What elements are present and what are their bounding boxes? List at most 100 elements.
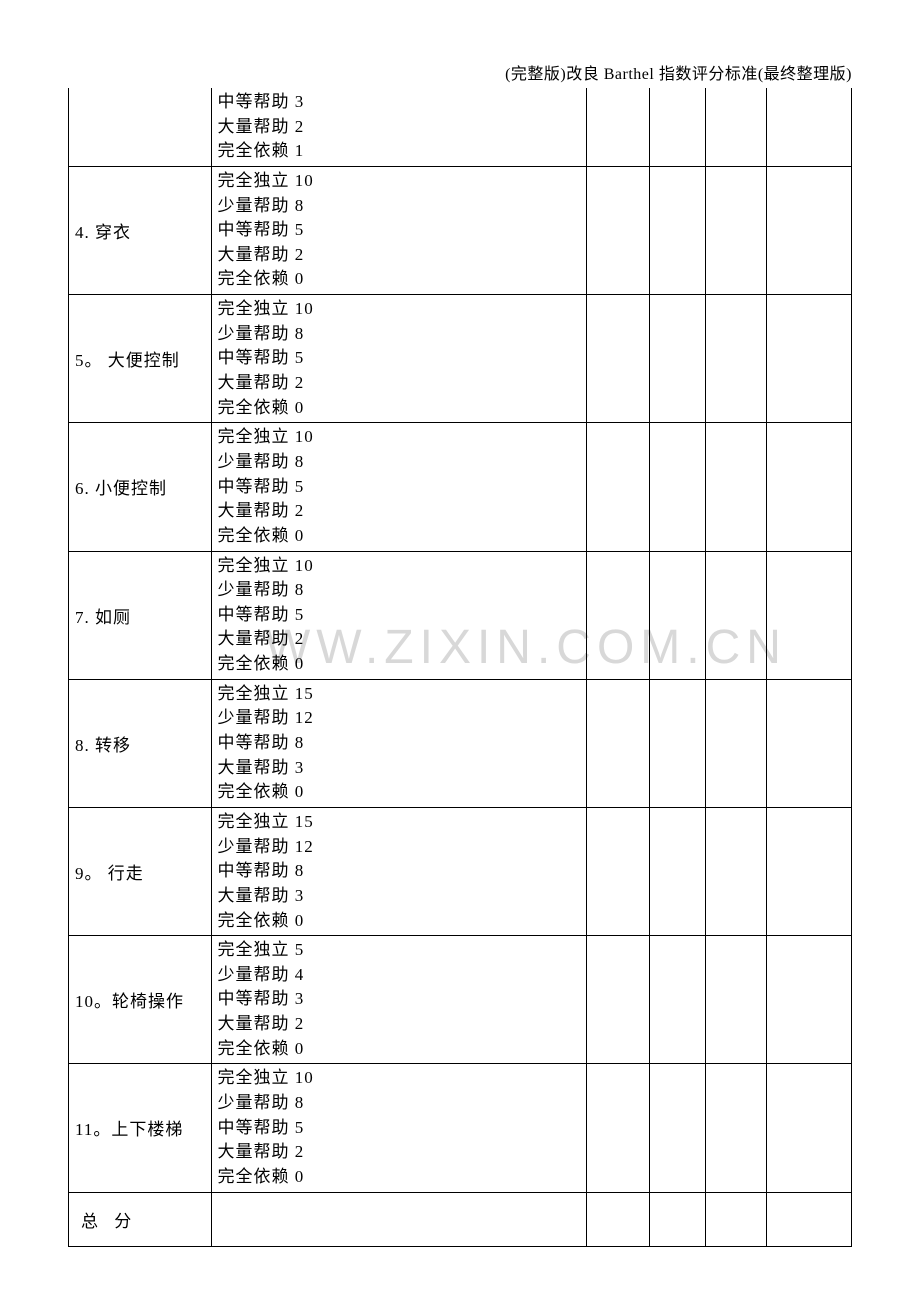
score-line: 完全独立 10	[218, 297, 580, 322]
score-line: 完全依赖 0	[218, 1037, 580, 1062]
score-line: 大量帮助 2	[218, 1012, 580, 1037]
score-line: 完全依赖 0	[218, 780, 580, 805]
score-cell	[766, 295, 851, 423]
table-row: 6. 小便控制 完全独立 10 少量帮助 8 中等帮助 5 大量帮助 2 完全依…	[69, 423, 852, 551]
row-label: 10。轮椅操作	[69, 936, 212, 1064]
score-cell	[650, 807, 706, 935]
score-line: 中等帮助 5	[218, 475, 580, 500]
score-line: 少量帮助 4	[218, 963, 580, 988]
score-cell	[706, 807, 766, 935]
row-lines: 完全独立 10 少量帮助 8 中等帮助 5 大量帮助 2 完全依赖 0	[211, 295, 586, 423]
row-label: 8. 转移	[69, 679, 212, 807]
barthel-index-table: 中等帮助 3 大量帮助 2 完全依赖 1 4. 穿衣 完全独立 10 少量帮助 …	[68, 88, 852, 1247]
total-label: 总 分	[75, 1212, 137, 1231]
score-line: 大量帮助 3	[218, 884, 580, 909]
total-lines	[211, 1192, 586, 1246]
score-cell	[706, 1064, 766, 1192]
score-line: 少量帮助 8	[218, 450, 580, 475]
score-line: 大量帮助 3	[218, 756, 580, 781]
score-cell	[766, 551, 851, 679]
row-lines: 完全独立 5 少量帮助 4 中等帮助 3 大量帮助 2 完全依赖 0	[211, 936, 586, 1064]
row-lines: 完全独立 10 少量帮助 8 中等帮助 5 大量帮助 2 完全依赖 0	[211, 423, 586, 551]
row-lines: 完全独立 15 少量帮助 12 中等帮助 8 大量帮助 3 完全依赖 0	[211, 807, 586, 935]
score-line: 完全独立 10	[218, 1066, 580, 1091]
row-label	[69, 88, 212, 166]
score-cell	[766, 936, 851, 1064]
score-line: 完全独立 15	[218, 682, 580, 707]
score-cell	[586, 551, 649, 679]
score-line: 完全依赖 0	[218, 909, 580, 934]
score-line: 完全依赖 0	[218, 396, 580, 421]
score-cell	[650, 1064, 706, 1192]
score-line: 少量帮助 8	[218, 194, 580, 219]
score-cell	[586, 807, 649, 935]
score-cell	[586, 295, 649, 423]
score-line: 大量帮助 2	[218, 1140, 580, 1165]
score-line: 完全独立 10	[218, 425, 580, 450]
score-cell	[650, 295, 706, 423]
table-row: 7. 如厕 完全独立 10 少量帮助 8 中等帮助 5 大量帮助 2 完全依赖 …	[69, 551, 852, 679]
score-cell	[650, 166, 706, 294]
score-line: 中等帮助 3	[218, 987, 580, 1012]
score-line: 中等帮助 5	[218, 1116, 580, 1141]
score-line: 完全依赖 1	[218, 139, 580, 164]
score-line: 中等帮助 8	[218, 731, 580, 756]
score-line: 大量帮助 2	[218, 627, 580, 652]
score-line: 中等帮助 5	[218, 218, 580, 243]
score-line: 完全独立 10	[218, 554, 580, 579]
score-cell	[766, 166, 851, 294]
table-row: 中等帮助 3 大量帮助 2 完全依赖 1	[69, 88, 852, 166]
row-label: 4. 穿衣	[69, 166, 212, 294]
score-cell	[586, 166, 649, 294]
table-row: 9。 行走 完全独立 15 少量帮助 12 中等帮助 8 大量帮助 3 完全依赖…	[69, 807, 852, 935]
row-lines: 中等帮助 3 大量帮助 2 完全依赖 1	[211, 88, 586, 166]
score-line: 少量帮助 8	[218, 322, 580, 347]
score-cell	[586, 88, 649, 166]
score-cell	[586, 936, 649, 1064]
score-cell	[650, 88, 706, 166]
total-label-cell: 总 分	[69, 1192, 212, 1246]
table-row: 11。上下楼梯 完全独立 10 少量帮助 8 中等帮助 5 大量帮助 2 完全依…	[69, 1064, 852, 1192]
score-line: 中等帮助 5	[218, 603, 580, 628]
score-cell	[766, 88, 851, 166]
row-lines: 完全独立 10 少量帮助 8 中等帮助 5 大量帮助 2 完全依赖 0	[211, 1064, 586, 1192]
row-label: 5。 大便控制	[69, 295, 212, 423]
score-cell	[650, 679, 706, 807]
score-cell	[766, 807, 851, 935]
score-line: 完全独立 10	[218, 169, 580, 194]
score-cell	[586, 679, 649, 807]
score-cell	[766, 679, 851, 807]
score-cell	[650, 936, 706, 1064]
row-lines: 完全独立 10 少量帮助 8 中等帮助 5 大量帮助 2 完全依赖 0	[211, 166, 586, 294]
score-line: 大量帮助 2	[218, 371, 580, 396]
score-cell	[706, 551, 766, 679]
row-label: 11。上下楼梯	[69, 1064, 212, 1192]
score-cell	[586, 423, 649, 551]
score-line: 完全独立 15	[218, 810, 580, 835]
table-row: 5。 大便控制 完全独立 10 少量帮助 8 中等帮助 5 大量帮助 2 完全依…	[69, 295, 852, 423]
score-line: 完全依赖 0	[218, 267, 580, 292]
page-header: (完整版)改良 Barthel 指数评分标准(最终整理版)	[68, 60, 852, 84]
score-cell	[706, 88, 766, 166]
row-label: 9。 行走	[69, 807, 212, 935]
total-row: 总 分	[69, 1192, 852, 1246]
score-line: 少量帮助 8	[218, 1091, 580, 1116]
row-lines: 完全独立 15 少量帮助 12 中等帮助 8 大量帮助 3 完全依赖 0	[211, 679, 586, 807]
score-cell	[766, 423, 851, 551]
score-line: 中等帮助 8	[218, 859, 580, 884]
score-cell	[706, 295, 766, 423]
score-line: 大量帮助 2	[218, 499, 580, 524]
score-line: 中等帮助 3	[218, 90, 580, 115]
score-cell	[650, 1192, 706, 1246]
score-line: 完全依赖 0	[218, 652, 580, 677]
score-line: 大量帮助 2	[218, 243, 580, 268]
score-line: 少量帮助 12	[218, 835, 580, 860]
score-cell	[706, 423, 766, 551]
score-cell	[650, 551, 706, 679]
score-cell	[706, 936, 766, 1064]
score-line: 中等帮助 5	[218, 346, 580, 371]
score-line: 完全依赖 0	[218, 524, 580, 549]
score-line: 少量帮助 12	[218, 706, 580, 731]
score-line: 完全独立 5	[218, 938, 580, 963]
row-label: 7. 如厕	[69, 551, 212, 679]
